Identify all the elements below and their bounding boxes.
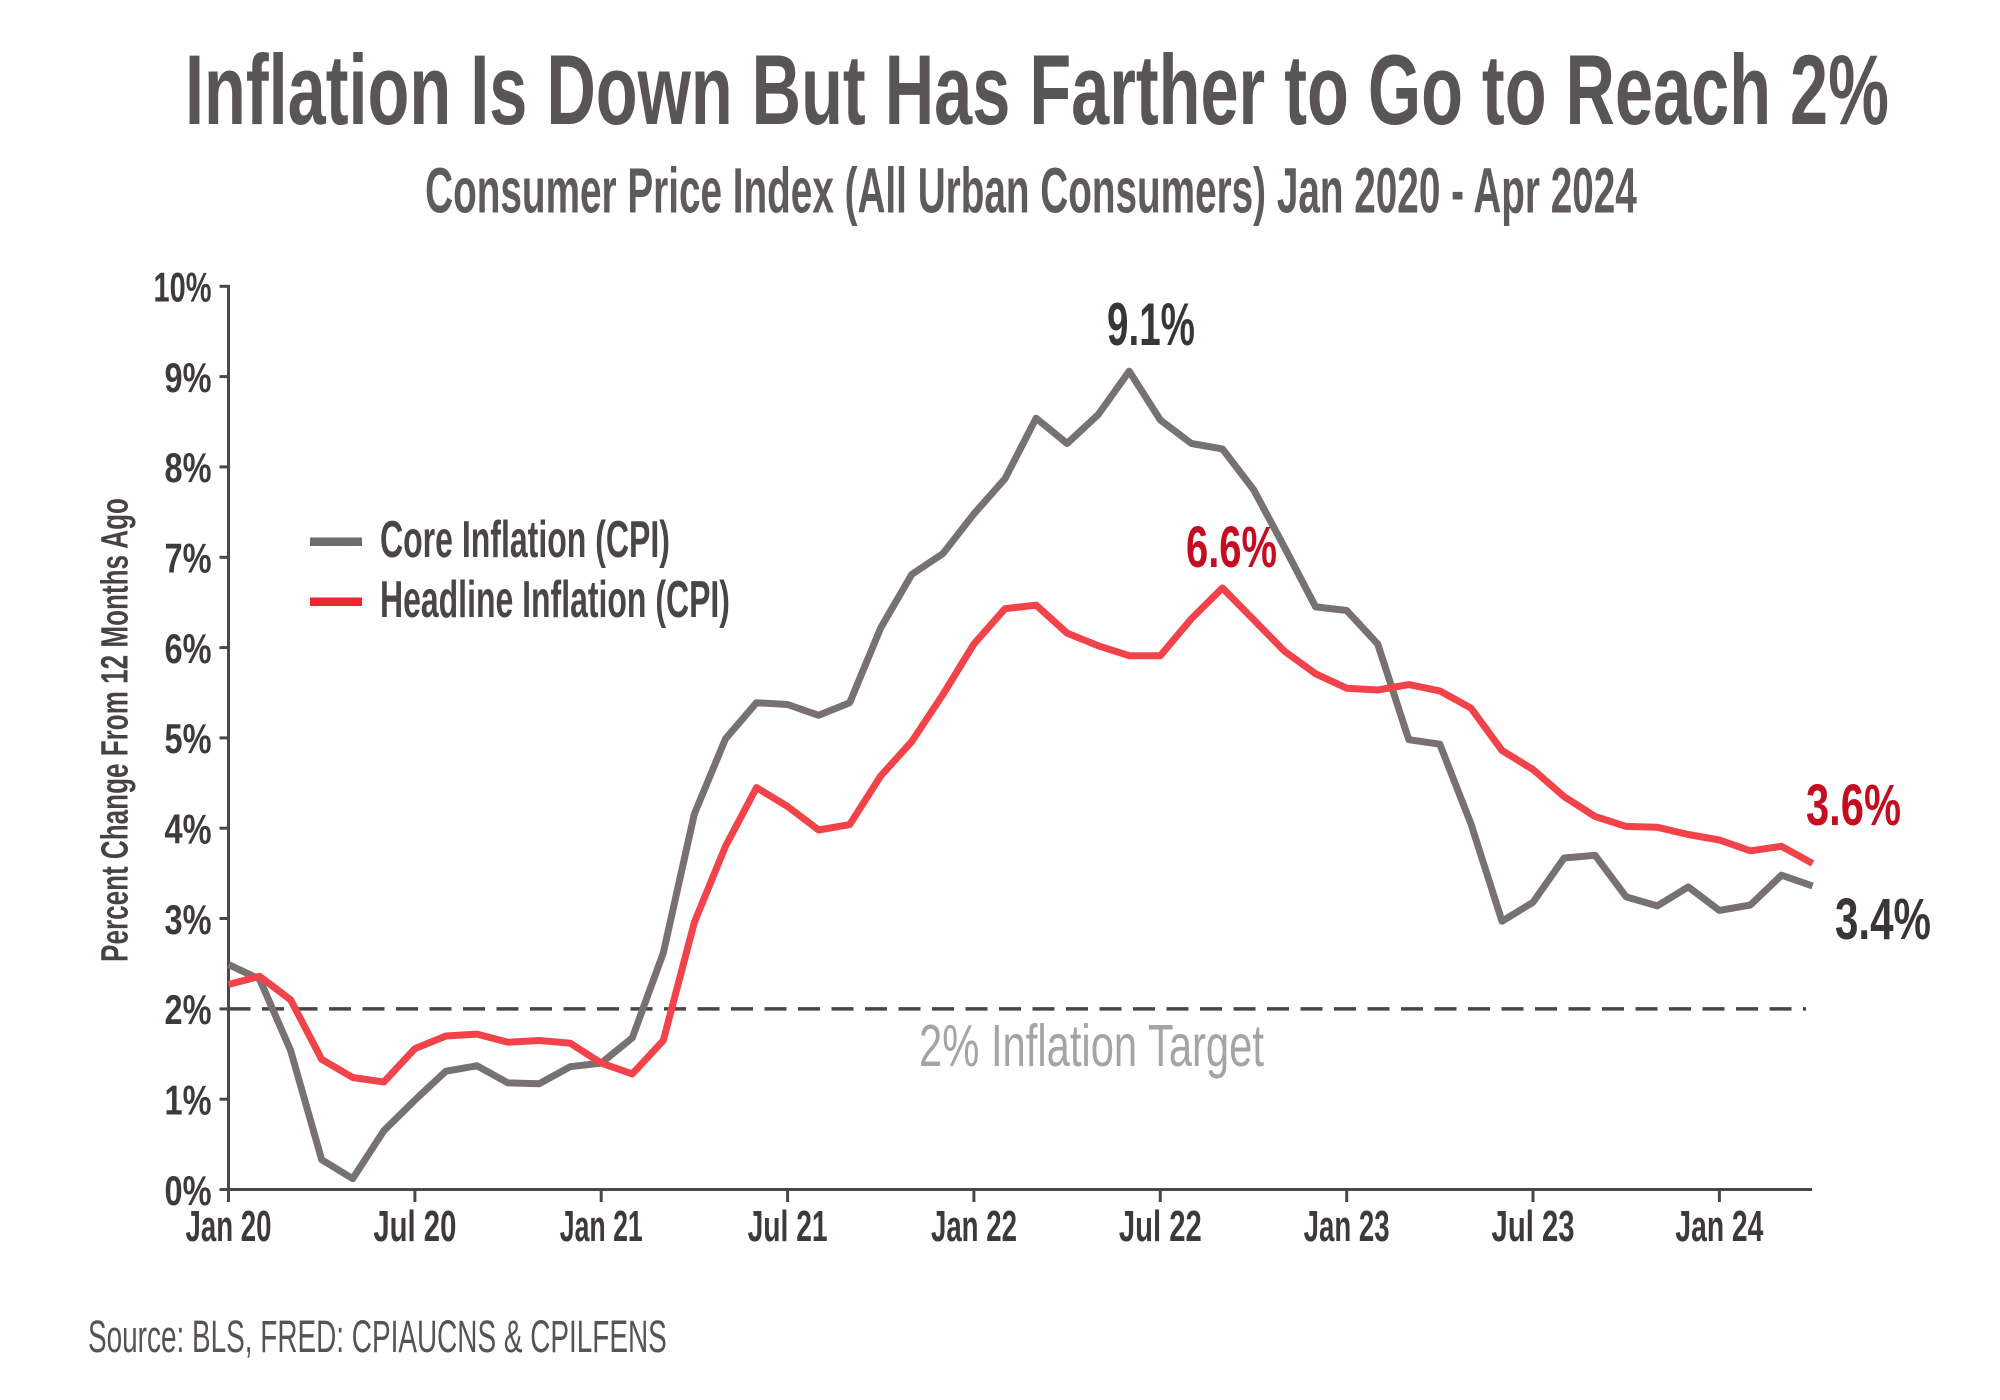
svg-text:0%: 0% <box>165 1167 212 1214</box>
svg-text:4%: 4% <box>165 806 212 853</box>
svg-text:Jan 24: Jan 24 <box>1675 1202 1763 1251</box>
svg-text:9%: 9% <box>165 354 212 401</box>
svg-text:Core Inflation (CPI): Core Inflation (CPI) <box>380 511 670 569</box>
svg-text:Jul 21: Jul 21 <box>748 1202 828 1251</box>
svg-text:10%: 10% <box>153 263 211 311</box>
svg-text:Inflation Is Down But Has Fart: Inflation Is Down But Has Farther to Go … <box>185 36 1889 147</box>
svg-text:3%: 3% <box>165 896 212 943</box>
svg-text:2% Inflation Target: 2% Inflation Target <box>919 1013 1264 1079</box>
svg-text:Jan 22: Jan 22 <box>931 1201 1017 1250</box>
svg-text:2%: 2% <box>165 986 212 1033</box>
svg-text:8%: 8% <box>165 444 212 491</box>
svg-text:Jul 20: Jul 20 <box>373 1201 456 1250</box>
svg-text:3.4%: 3.4% <box>1835 886 1931 951</box>
svg-text:9.1%: 9.1% <box>1107 290 1195 358</box>
svg-text:Percent Change From 12 Months: Percent Change From 12 Months Ago <box>94 498 136 962</box>
svg-text:5%: 5% <box>165 715 212 762</box>
svg-text:Jan 20: Jan 20 <box>186 1201 272 1250</box>
svg-text:Jan 23: Jan 23 <box>1304 1201 1390 1250</box>
svg-text:6.6%: 6.6% <box>1186 515 1277 580</box>
svg-text:3.6%: 3.6% <box>1806 772 1901 837</box>
svg-text:6%: 6% <box>165 625 212 672</box>
svg-text:Headline Inflation (CPI): Headline Inflation (CPI) <box>380 571 730 629</box>
svg-text:Consumer Price Index (All Urba: Consumer Price Index (All Urban Consumer… <box>425 156 1637 227</box>
svg-text:Source: BLS, FRED: CPIAUCNS &: Source: BLS, FRED: CPIAUCNS & CPILFENS <box>88 1311 667 1361</box>
svg-text:1%: 1% <box>165 1076 212 1123</box>
svg-text:Jan 21: Jan 21 <box>560 1201 643 1251</box>
svg-text:Jul 23: Jul 23 <box>1492 1201 1575 1250</box>
svg-text:Jul 22: Jul 22 <box>1119 1201 1202 1250</box>
svg-text:7%: 7% <box>165 535 212 582</box>
